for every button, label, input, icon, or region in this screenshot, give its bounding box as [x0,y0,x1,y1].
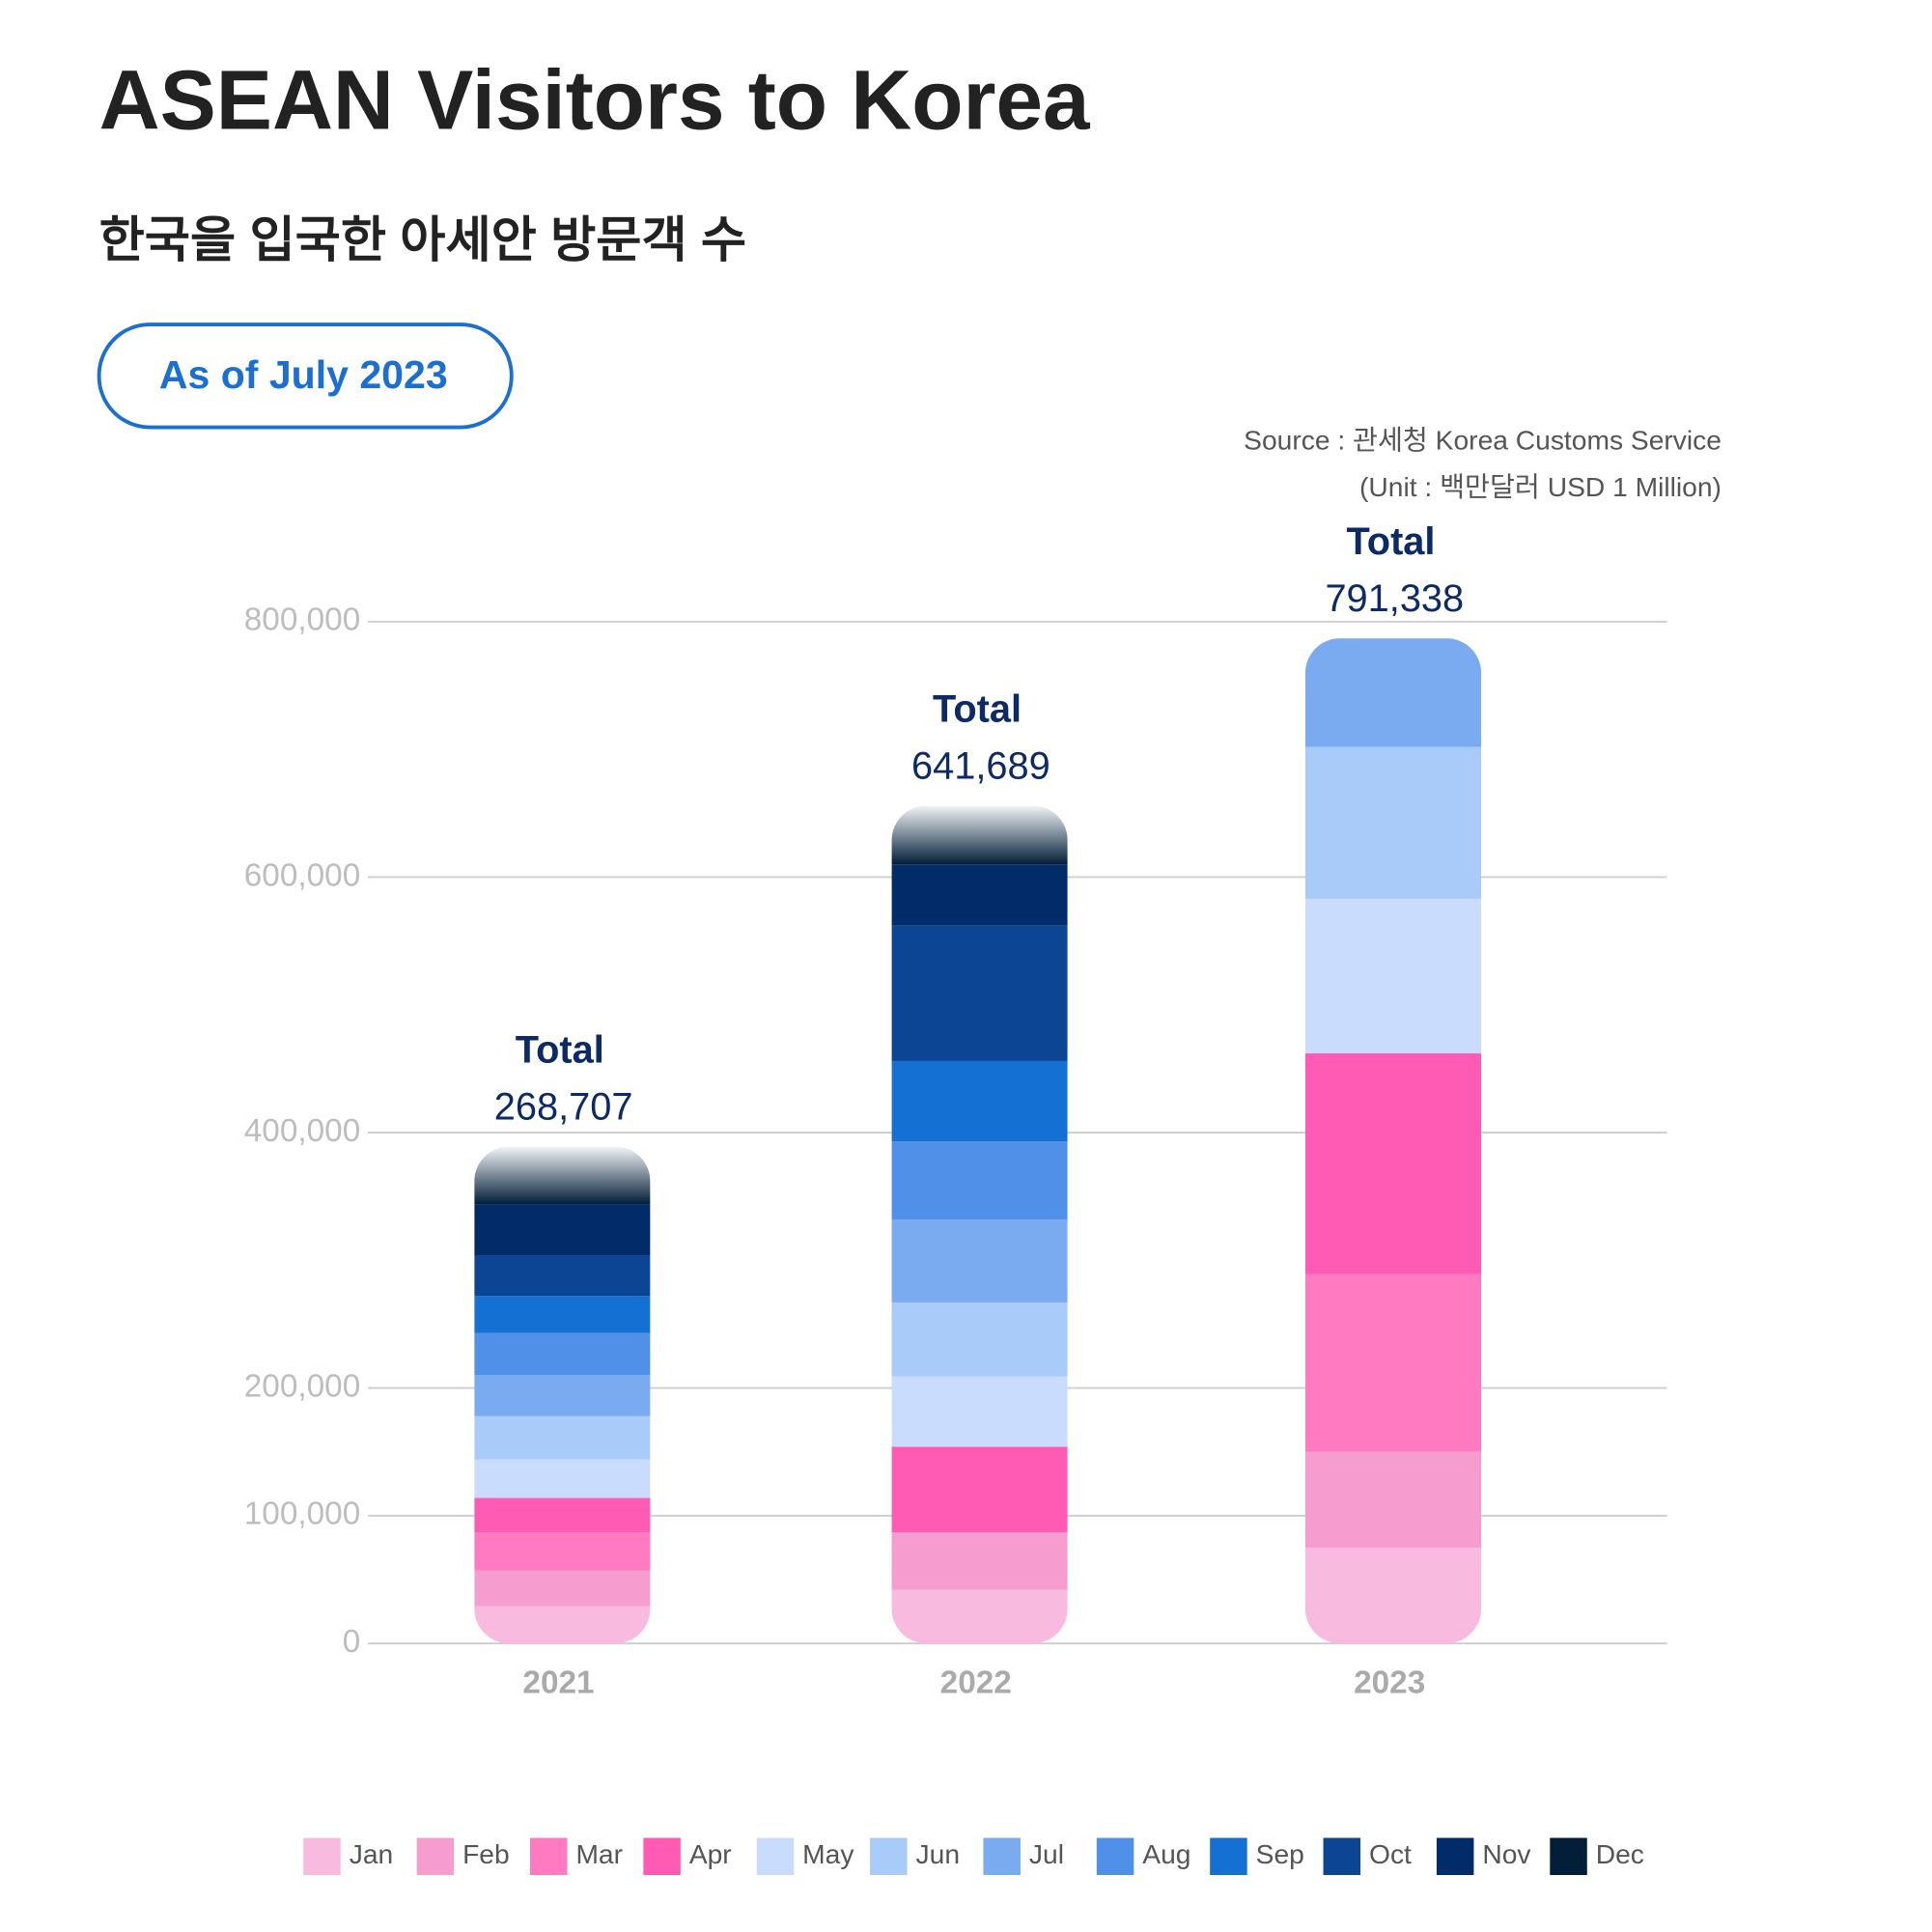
bar-segment [1304,898,1482,1054]
legend-swatch [756,1837,795,1875]
title: ASEAN Visitors to Korea [99,53,1091,147]
y-tick-label: 600,000 [244,857,360,893]
legend-label: Jun [916,1838,960,1869]
bar-segment [1304,746,1482,899]
legend-label: Apr [689,1838,732,1869]
legend-label: Jan [350,1838,393,1869]
bar-segment [891,1141,1068,1219]
legend-label: Jul [1029,1838,1064,1869]
bar-segment [891,1589,1068,1644]
total-value: 791,338 [1325,577,1464,620]
legend-label: Aug [1142,1838,1190,1869]
badge-frame [97,322,514,430]
bar-segment [891,1060,1068,1142]
bar-segment [891,805,1068,865]
bar-segment [1304,1274,1482,1452]
bar-stack [1304,638,1482,1644]
legend-swatch [1436,1837,1474,1875]
total-title: Total [516,1029,604,1072]
y-tick-label: 200,000 [244,1368,360,1404]
bar-segment [1304,638,1482,747]
legend-swatch [1550,1837,1587,1875]
bar-segment [474,1498,651,1533]
y-tick-label: 800,000 [244,602,360,638]
y-tick-label: 0 [343,1624,361,1660]
bar-segment [474,1606,651,1644]
bar-segment [891,1302,1068,1377]
legend-label: Sep [1256,1838,1304,1869]
bar-segment [1304,1547,1482,1644]
bar-segment [474,1146,651,1205]
legend-label: Nov [1482,1838,1530,1869]
subtitle: 한국을 입국한 아세안 방문객 수 [99,212,747,267]
y-tick-label: 400,000 [244,1113,360,1149]
bar-segment [474,1332,651,1376]
unit: (Unit : 백만달러 USD 1 Million) [1359,471,1722,502]
bar-segment [474,1255,651,1297]
source: Source : 관세청 Korea Customs Service [1244,424,1722,455]
bar-segment [474,1415,651,1460]
total-value: 268,707 [494,1086,633,1129]
bar-segment [891,1218,1068,1302]
badge: As of July 2023 [159,352,448,397]
total-value: 641,689 [911,744,1050,787]
x-tick-label: 2022 [940,1665,1012,1700]
legend-swatch [416,1837,455,1875]
bar-segment [891,925,1068,1061]
bar-segment [474,1570,651,1607]
bar-segment [474,1459,651,1498]
bar-segment [1304,1053,1482,1274]
legend-swatch [529,1837,568,1875]
bar-segment [1304,1451,1482,1548]
total-title: Total [1346,520,1435,563]
legend-label: Dec [1596,1838,1644,1869]
x-tick-label: 2021 [522,1665,594,1700]
legend-swatch [983,1837,1021,1875]
bar-segment [474,1375,651,1416]
legend-swatch [303,1837,341,1875]
legend-swatch [870,1837,908,1875]
y-tick-label: 100,000 [244,1497,360,1532]
bar-segment [891,864,1068,926]
total-title: Total [933,687,1022,730]
bar-segment [474,1296,651,1333]
x-tick-label: 2023 [1354,1665,1425,1700]
legend-swatch [1096,1837,1134,1875]
legend-swatch [1210,1837,1247,1875]
legend-label: Mar [575,1838,623,1869]
bar-segment [891,1446,1068,1533]
legend-label: May [802,1838,854,1869]
bar-segment [891,1376,1068,1447]
legend-label: Feb [462,1838,510,1869]
legend-swatch [643,1837,681,1875]
bar-segment [891,1532,1068,1590]
legend-label: Oct [1369,1838,1412,1869]
bar-stack [474,1146,651,1644]
bar-stack [891,805,1068,1644]
bar-segment [474,1532,651,1571]
bar-segment [474,1204,651,1256]
legend-swatch [1323,1837,1361,1875]
